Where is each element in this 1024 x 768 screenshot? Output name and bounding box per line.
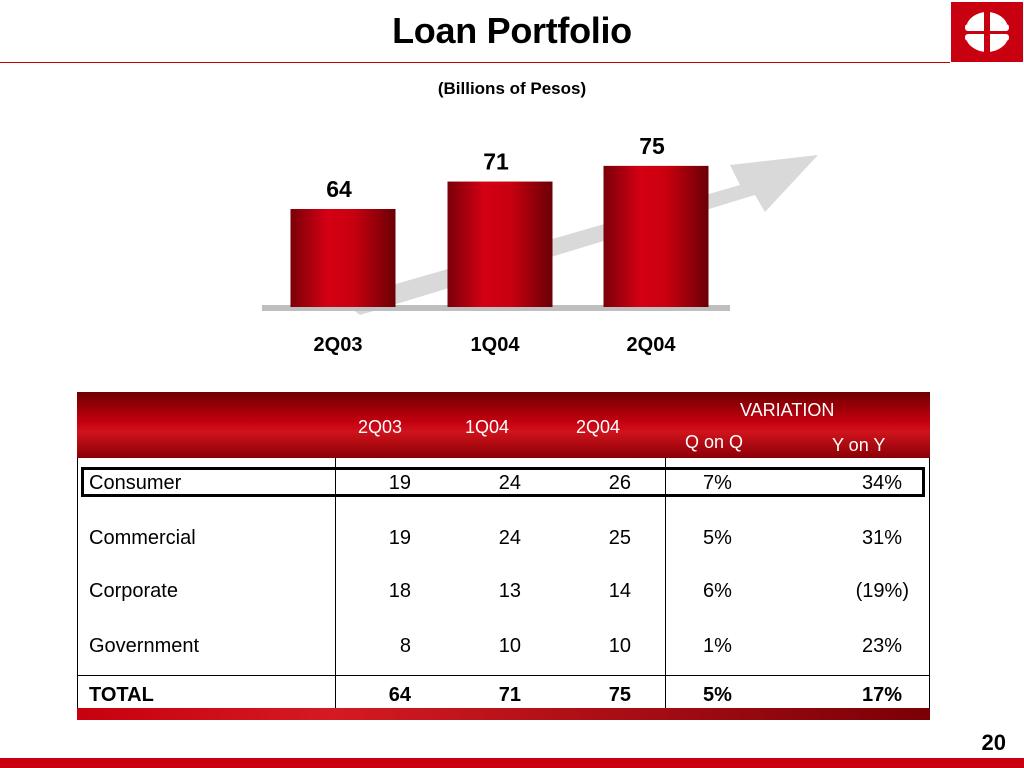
row-label-consumer: Consumer bbox=[89, 472, 182, 494]
row-label-government: Government bbox=[89, 635, 200, 657]
cell-commercial-qonq: 5% bbox=[703, 527, 732, 549]
page-number: 20 bbox=[981, 730, 1006, 755]
cell-corporate-1q04: 13 bbox=[498, 580, 521, 602]
cell-commercial-2q04: 25 bbox=[608, 527, 631, 549]
cell-commercial-yony: 31% bbox=[861, 527, 902, 549]
row-label-commercial: Commercial bbox=[89, 527, 196, 549]
consumer-row-highlight bbox=[81, 467, 925, 497]
table-border-right bbox=[929, 458, 930, 718]
cell-total-qonq: 5% bbox=[703, 684, 732, 706]
cell-corporate-yony: (19%) bbox=[855, 580, 909, 602]
cell-commercial-1q04: 24 bbox=[498, 527, 521, 549]
row-label-total: TOTAL bbox=[89, 684, 154, 706]
cell-government-yony: 23% bbox=[861, 635, 902, 657]
cell-government-2q04: 10 bbox=[608, 635, 631, 657]
trend-arrow-icon bbox=[340, 155, 818, 315]
cell-consumer-2q04: 26 bbox=[608, 472, 631, 494]
cell-corporate-2q04: 14 bbox=[608, 580, 631, 602]
bar-value-label: 71 bbox=[483, 149, 509, 175]
bar-2Q04 bbox=[603, 165, 709, 307]
cell-total-yony: 17% bbox=[861, 684, 902, 706]
table-body bbox=[77, 458, 930, 708]
cell-commercial-2q03: 19 bbox=[388, 527, 411, 549]
cell-consumer-2q03: 19 bbox=[388, 472, 411, 494]
bar-1Q04 bbox=[447, 181, 553, 307]
bar-value-label: 64 bbox=[326, 176, 352, 202]
header-2q03: 2Q03 bbox=[358, 417, 403, 437]
table-footer-band bbox=[77, 708, 930, 720]
title-divider bbox=[0, 62, 950, 63]
bar-2Q03 bbox=[290, 209, 396, 307]
cell-corporate-qonq: 6% bbox=[703, 580, 732, 602]
cell-total-1q04: 71 bbox=[498, 684, 521, 706]
cell-government-1q04: 10 bbox=[498, 635, 521, 657]
cell-corporate-2q03: 18 bbox=[388, 580, 411, 602]
chart-subtitle: (Billions of Pesos) bbox=[437, 79, 587, 98]
row-label-corporate: Corporate bbox=[89, 580, 178, 602]
cell-consumer-yony: 34% bbox=[861, 472, 902, 494]
cell-consumer-qonq: 7% bbox=[703, 472, 732, 494]
bank-logo bbox=[951, 2, 1023, 62]
category-label: 2Q04 bbox=[627, 334, 677, 356]
bar-value-label: 75 bbox=[639, 133, 665, 159]
chart-baseline bbox=[262, 305, 730, 311]
header-2q04: 2Q04 bbox=[576, 417, 621, 437]
table-divider-1 bbox=[335, 458, 336, 718]
logo-mark-icon bbox=[965, 10, 1009, 54]
cell-government-qonq: 1% bbox=[703, 635, 732, 657]
cell-consumer-1q04: 24 bbox=[498, 472, 521, 494]
cell-government-2q03: 8 bbox=[399, 635, 411, 657]
header-variation: VARIATION bbox=[740, 400, 835, 420]
table-border-left bbox=[77, 458, 78, 718]
header-1q04: 1Q04 bbox=[465, 417, 510, 437]
header-q-on-q: Q on Q bbox=[685, 432, 744, 452]
loan-bar-chart: 64 2Q03 71 1Q04 75 2Q04 bbox=[262, 133, 818, 356]
category-label: 2Q03 bbox=[314, 334, 363, 356]
cell-total-2q04: 75 bbox=[608, 684, 631, 706]
cell-total-2q03: 64 bbox=[388, 684, 411, 706]
header-y-on-y: Y on Y bbox=[832, 435, 886, 455]
category-label: 1Q04 bbox=[471, 334, 521, 356]
slide-title: Loan Portfolio bbox=[392, 10, 632, 51]
footer-rule bbox=[0, 758, 1024, 768]
table-divider-2 bbox=[665, 458, 666, 718]
table-header bbox=[77, 392, 930, 458]
total-divider bbox=[77, 675, 930, 676]
